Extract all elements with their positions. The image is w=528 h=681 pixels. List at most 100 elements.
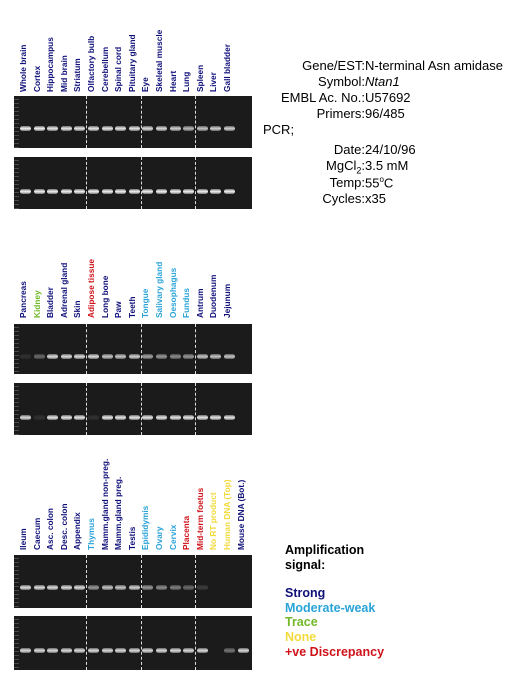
- lane-label: Pituitary gland: [126, 34, 137, 92]
- lane-label: Long bone: [99, 275, 110, 318]
- lane-label: Epididymis: [140, 505, 151, 550]
- size-ladder: [14, 96, 19, 148]
- lane-separator: [195, 157, 196, 209]
- gel-band: [156, 648, 167, 653]
- gel-band: [156, 354, 167, 359]
- gel-band: [142, 126, 154, 131]
- gel-band: [88, 189, 99, 194]
- gel-control-3: [14, 616, 252, 670]
- gel-band: [88, 648, 99, 653]
- gel-band: [156, 415, 167, 420]
- gel-band: [169, 189, 181, 194]
- gel-band: [88, 585, 99, 590]
- lane-label: Mid brain: [58, 55, 69, 92]
- gel-band: [20, 189, 31, 194]
- gel-band: [88, 415, 99, 420]
- lane-label: No RT product: [208, 492, 219, 550]
- gel-band: [101, 585, 113, 590]
- gel-band: [47, 354, 59, 359]
- size-ladder: [14, 157, 19, 209]
- gel-band: [101, 415, 113, 420]
- gel-band: [128, 585, 140, 590]
- gel-band: [60, 189, 72, 194]
- embl-value: U57692: [365, 90, 411, 105]
- lane-separator: [86, 555, 88, 608]
- gel-band: [60, 648, 72, 653]
- gel-band: [20, 415, 31, 420]
- tissue-panel-2: Pancreas Kidney Bladder Adrenal gland Skin Ad…: [0, 250, 260, 435]
- gel-band: [156, 126, 167, 131]
- lane-label: Adipose tissue: [86, 258, 96, 318]
- embl-key: EMBL Ac. No.:: [280, 90, 365, 105]
- date-key: Date:: [333, 142, 365, 157]
- lane-label: Mouse DNA (Bot.): [235, 479, 246, 550]
- lane-separator: [86, 383, 88, 435]
- lane-label: Oesophagus: [167, 267, 178, 318]
- gel-band: [224, 354, 235, 359]
- lane-label: Cerebellum: [99, 46, 110, 92]
- gel-band: [20, 585, 31, 590]
- gel-band: [183, 585, 195, 590]
- gel-band: [33, 189, 45, 194]
- gel-band: [183, 648, 195, 653]
- gel-band: [47, 415, 59, 420]
- legend-trace: Trace: [285, 615, 318, 630]
- gel-band: [196, 415, 208, 420]
- lane-label: Hippocampus: [45, 37, 56, 92]
- gel-band: [210, 415, 222, 420]
- lane-label: Desc. colon: [58, 503, 69, 550]
- lane-separator: [195, 616, 196, 670]
- gel-band: [74, 415, 86, 420]
- mgcl-key: MgCl2:: [326, 158, 365, 176]
- gel-band: [196, 585, 208, 590]
- gel-band: [101, 648, 113, 653]
- lane-separator: [195, 555, 196, 608]
- lane-label: Skeletal muscle: [154, 29, 164, 92]
- lane-label: Spleen: [194, 64, 205, 92]
- gel-band: [74, 354, 86, 359]
- lane-label: Caecum: [31, 517, 42, 550]
- gel-band: [142, 354, 154, 359]
- lane-label: Asc. colon: [45, 508, 56, 550]
- tissue-panel-1: Whole brain Cortex Hippocampus Mid brain Str…: [0, 0, 260, 210]
- gel-band: [142, 648, 154, 653]
- legend-moderate: Moderate-weak: [285, 600, 376, 615]
- gel-band: [224, 126, 235, 131]
- gel-rt-1: [14, 96, 252, 148]
- lane-label: Testis: [126, 526, 137, 550]
- gel-band: [33, 585, 45, 590]
- legend-strong: Strong: [285, 586, 326, 601]
- gel-band: [60, 415, 72, 420]
- lane-separator: [195, 324, 196, 374]
- lane-label: Ileum: [18, 528, 28, 550]
- lane-label: Liver: [208, 72, 219, 92]
- cycles-value: x35: [365, 191, 386, 206]
- gel-band: [115, 126, 127, 131]
- gel-band: [74, 585, 86, 590]
- gel-band: [196, 126, 208, 131]
- gel-band: [128, 415, 140, 420]
- lane-label: Cervix: [167, 524, 178, 550]
- lane-separator: [195, 383, 196, 435]
- cycles-key: Cycles:: [322, 191, 365, 206]
- gel-band: [101, 126, 113, 131]
- gel-band: [115, 648, 127, 653]
- gel-band: [183, 415, 195, 420]
- lane-label: Antrum: [194, 288, 205, 319]
- gel-band: [196, 648, 208, 653]
- lane-label: Appendix: [72, 512, 83, 550]
- gel-band: [183, 354, 195, 359]
- lane-separator: [86, 324, 88, 374]
- gel-rt-3: [14, 555, 252, 608]
- lane-label: Pancreas: [18, 281, 28, 318]
- pcr-label: PCR;: [263, 122, 295, 137]
- size-ladder: [14, 324, 19, 374]
- gel-band: [101, 354, 113, 359]
- gel-band: [74, 189, 86, 194]
- lane-separator: [140, 157, 142, 209]
- gel-band: [128, 126, 140, 131]
- size-ladder: [14, 616, 19, 670]
- gel-rt-2: [14, 324, 252, 374]
- size-ladder: [14, 555, 19, 608]
- gel-band: [60, 126, 72, 131]
